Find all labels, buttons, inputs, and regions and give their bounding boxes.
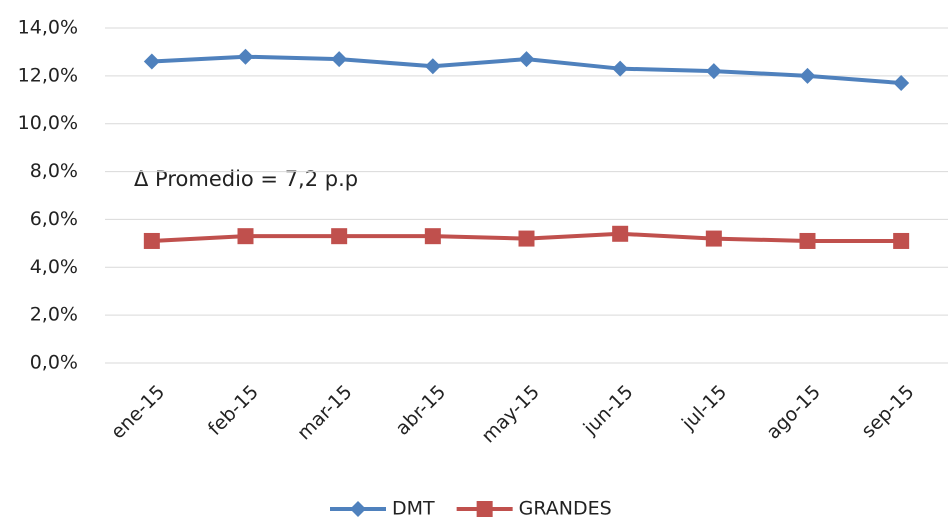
y-tick-label: 0,0% [30, 352, 78, 374]
x-tick-label: mar-15 [293, 381, 356, 444]
y-tick-label: 10,0% [18, 112, 78, 134]
point-marker [612, 225, 629, 242]
point-marker [331, 51, 348, 68]
point-marker [518, 230, 535, 247]
y-tick-label: 8,0% [30, 160, 78, 182]
x-tick-label: abr-15 [391, 381, 450, 440]
point-marker [331, 228, 348, 245]
x-tick-label: ago-15 [762, 381, 825, 444]
y-tick-label: 14,0% [18, 17, 78, 39]
point-marker [518, 51, 535, 68]
point-marker [893, 232, 910, 249]
point-marker [799, 67, 816, 84]
point-marker [237, 48, 254, 65]
point-marker [705, 63, 722, 80]
y-tick-label: 4,0% [30, 256, 78, 278]
x-tick-label: jun-15 [579, 381, 638, 440]
legend-label: DMT [392, 498, 435, 520]
x-tick-label: ene-15 [107, 381, 170, 444]
point-marker [143, 232, 160, 249]
x-tick-label: jul-15 [677, 381, 731, 435]
annotation: Δ Promedio = 7,2 p.p [134, 167, 358, 191]
point-marker [612, 60, 629, 77]
x-tick-label: sep-15 [857, 381, 918, 442]
point-marker [705, 230, 722, 247]
legend-marker [476, 501, 493, 517]
legend-label: GRANDES [519, 498, 612, 520]
y-tick-label: 2,0% [30, 304, 78, 326]
point-marker [424, 58, 441, 75]
point-marker [893, 75, 910, 92]
point-marker [143, 53, 160, 70]
x-tick-label: feb-15 [204, 381, 263, 440]
point-marker [237, 228, 254, 245]
point-marker [799, 232, 816, 249]
legend-marker [350, 501, 366, 517]
x-tick-label: may-15 [477, 381, 544, 448]
y-tick-label: 6,0% [30, 208, 78, 230]
y-tick-label: 12,0% [18, 64, 78, 86]
point-marker [424, 228, 441, 245]
